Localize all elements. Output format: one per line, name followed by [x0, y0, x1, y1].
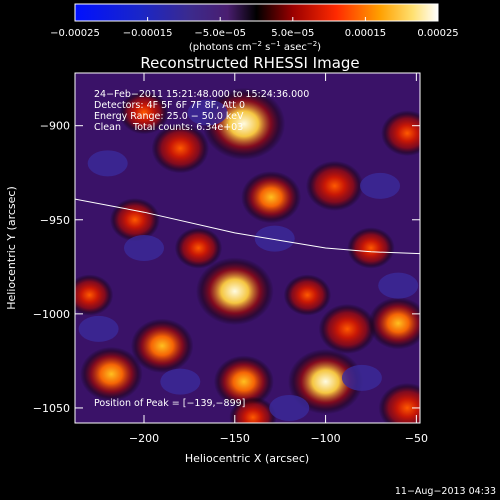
heat-source: [287, 348, 364, 415]
heat-source: [305, 160, 364, 211]
chart-title: Reconstructed RHESSI Image: [140, 54, 359, 72]
colorbar-tick-label: 5.0e−05: [271, 28, 314, 39]
solar-limb-curve: [75, 198, 420, 255]
heat-source: [130, 318, 194, 374]
y-tick-label: −900: [40, 120, 70, 133]
plot-frame: [74, 72, 421, 424]
x-axis-label: Heliocentric X (arcsec): [185, 452, 309, 465]
colorbar-ticks: [74, 17, 439, 21]
heat-source: [151, 123, 210, 174]
annotation-energy-range: Energy Range: 25.0 − 50.0 keV: [94, 111, 244, 122]
heat-source: [109, 198, 160, 242]
negative-patch: [87, 150, 128, 177]
colorbar-tick-label: −0.00015: [123, 28, 173, 39]
x-tick-labels: −200 −150 −100 −50: [129, 432, 428, 445]
heat-source: [381, 110, 420, 157]
negative-patch: [378, 272, 419, 299]
colorbar: [74, 3, 439, 22]
heat-source: [119, 90, 169, 135]
negative-patch: [341, 364, 382, 391]
colorbar-tick-label: −5.0e−05: [194, 28, 246, 39]
negative-patch: [187, 99, 228, 126]
colorbar-unit-label: (photons cm−2 s−1 asec−2): [189, 40, 321, 53]
colorbar-tick-label: −0.00025: [50, 28, 100, 39]
annotation-detectors: Detectors: 4F 5F 6F 7F 8F, Att 0: [94, 100, 245, 111]
annotation-time-range: 24−Feb−2011 15:21:48.000 to 15:24:36.000: [94, 89, 309, 100]
annotation-peak-position: Position of Peak = [−139,−899]: [94, 398, 245, 409]
negative-patch: [160, 368, 201, 395]
x-tick-label: −200: [129, 432, 159, 445]
y-tick-label: −1000: [33, 308, 70, 321]
heat-source: [283, 274, 332, 316]
heat-source: [229, 396, 277, 423]
heatmap-image: [75, 87, 420, 423]
annotation-clean-counts: Clean Total counts: 6.34e+03: [94, 122, 243, 133]
heat-source: [195, 257, 274, 326]
x-tick-label: −50: [405, 432, 428, 445]
y-tick-label: −950: [40, 214, 70, 227]
heat-source: [241, 171, 302, 224]
x-tick-label: −150: [220, 432, 250, 445]
heat-source: [80, 346, 143, 402]
negative-patch: [269, 394, 310, 421]
negative-patch: [360, 172, 401, 199]
y-tick-labels: −900 −950 −1000 −1050: [33, 120, 70, 415]
x-tick-label: −100: [310, 432, 340, 445]
heat-source: [75, 274, 114, 316]
heat-source: [213, 355, 274, 408]
colorbar-tick-labels: −0.00025 −0.00015 −5.0e−05 5.0e−05 0.00015 0.…: [50, 28, 459, 39]
heat-source: [368, 297, 420, 350]
heat-source: [347, 227, 395, 269]
negative-patch: [78, 315, 119, 342]
negative-patch: [124, 235, 164, 261]
axis-ticks: [75, 73, 420, 423]
y-axis-label: Heliocentric Y (arcsec): [5, 186, 18, 310]
heat-source: [174, 227, 223, 269]
negative-patch: [254, 225, 295, 252]
heat-source: [318, 303, 377, 354]
y-tick-label: −1050: [33, 402, 70, 415]
colorbar-tick-label: 0.00025: [417, 28, 458, 39]
colorbar-tick-label: 0.00015: [345, 28, 386, 39]
heat-source: [378, 382, 420, 423]
footer-timestamp: 11−Aug−2013 04:33: [395, 486, 496, 497]
